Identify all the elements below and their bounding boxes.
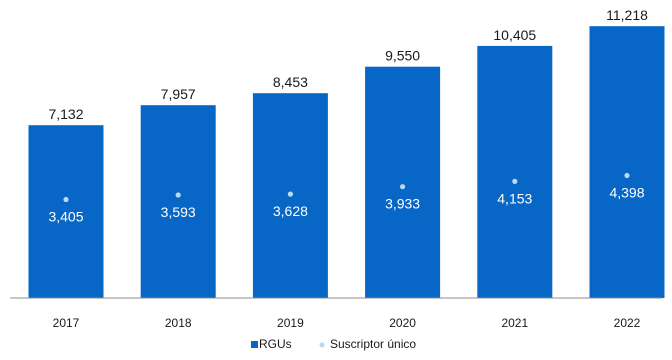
x-tick-label-2021: 2021 <box>501 316 528 330</box>
bar-rgus-2021 <box>477 45 553 299</box>
marker-suscriptor-2019 <box>287 191 293 197</box>
legend: RGUs Suscriptor único <box>251 337 416 351</box>
x-tick-label-2019: 2019 <box>277 316 304 330</box>
bar-value-label-2018: 7,957 <box>161 86 196 102</box>
labels-layer: 7,132 3,405 7,957 3,593 8,453 3,628 9,550 3,933… <box>48 7 648 224</box>
suscriptor-value-label-2020: 3,933 <box>385 196 420 212</box>
legend-label-suscriptor: Suscriptor único <box>330 337 416 351</box>
suscriptor-value-label-2017: 3,405 <box>48 209 83 225</box>
x-tick-label-2018: 2018 <box>165 316 192 330</box>
x-tick-label-2017: 2017 <box>53 316 80 330</box>
marker-suscriptor-2018 <box>175 192 181 198</box>
bar-value-label-2021: 10,405 <box>493 27 536 43</box>
suscriptor-value-label-2021: 4,153 <box>497 190 532 206</box>
bar-rgus-2022 <box>589 26 665 298</box>
x-tick-label-2020: 2020 <box>389 316 416 330</box>
bar-value-label-2022: 11,218 <box>606 7 648 23</box>
x-tick-label-2022: 2022 <box>614 316 641 330</box>
legend-swatch-rgus <box>251 341 258 348</box>
marker-suscriptor-2021 <box>512 178 518 184</box>
bar-value-label-2020: 9,550 <box>385 48 420 64</box>
bar-rgus-2018 <box>140 105 216 298</box>
ticks-layer: 2017 2018 2019 2020 2021 2022 <box>53 316 641 330</box>
bar-value-label-2017: 7,132 <box>48 106 83 122</box>
marker-suscriptor-2022 <box>624 172 630 179</box>
bar-rgus-2017 <box>28 125 104 298</box>
bars-layer <box>28 26 665 299</box>
bar-value-label-2019: 8,453 <box>273 74 308 90</box>
suscriptor-value-label-2018: 3,593 <box>161 204 196 220</box>
bar-rgus-2020 <box>365 66 441 298</box>
suscriptor-value-label-2019: 3,628 <box>273 203 308 219</box>
legend-swatch-suscriptor <box>319 342 325 348</box>
legend-label-rgus: RGUs <box>259 337 292 351</box>
marker-suscriptor-2020 <box>400 184 406 190</box>
suscriptor-value-label-2022: 4,398 <box>609 185 644 201</box>
marker-suscriptor-2017 <box>63 196 69 203</box>
